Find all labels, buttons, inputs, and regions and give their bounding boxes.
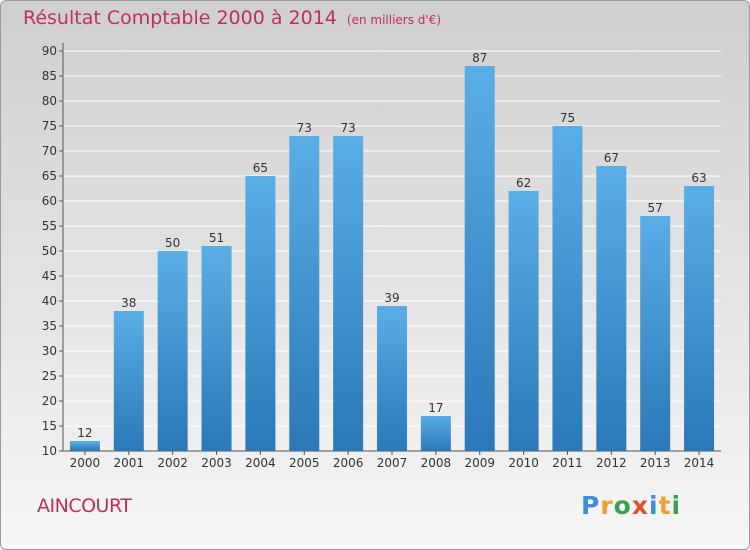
chart-title-main: Résultat Comptable 2000 à 2014 (23, 7, 337, 29)
bar-2007 (377, 306, 407, 451)
xtick-label-2012: 2012 (596, 456, 627, 470)
ytick-label-10: 10 (42, 444, 57, 458)
bar-2014 (684, 186, 715, 451)
logo-letter: t (658, 491, 672, 520)
value-label-2014: 63 (691, 171, 706, 185)
value-label-2000: 12 (77, 426, 92, 440)
xtick-label-2004: 2004 (245, 456, 276, 470)
ytick-label-45: 45 (42, 269, 57, 283)
logo-letter: r (600, 491, 614, 520)
xtick-label-2009: 2009 (464, 456, 495, 470)
value-label-2010: 62 (516, 176, 531, 190)
ytick-label-35: 35 (42, 319, 57, 333)
bar-2013 (640, 216, 671, 451)
ytick-label-55: 55 (42, 219, 57, 233)
value-label-2008: 17 (428, 401, 443, 415)
ytick-label-30: 30 (42, 344, 57, 358)
ytick-label-25: 25 (42, 369, 57, 383)
commune-name: AINCOURT (37, 495, 132, 517)
bar-2008 (420, 416, 451, 451)
value-label-2012: 67 (604, 151, 619, 165)
ytick-label-90: 90 (42, 44, 57, 58)
logo-letter: P (581, 491, 601, 520)
xtick-label-2003: 2003 (201, 456, 232, 470)
value-label-2007: 39 (384, 291, 399, 305)
chart-title-unit: (en milliers d'€) (346, 13, 442, 27)
bar-2004 (245, 176, 276, 451)
ytick-label-40: 40 (42, 294, 57, 308)
ytick-label-70: 70 (42, 144, 57, 158)
xtick-label-2005: 2005 (289, 456, 320, 470)
xtick-label-2002: 2002 (157, 456, 188, 470)
bar-2005 (289, 136, 320, 451)
bar-2000 (69, 441, 100, 451)
value-label-2002: 50 (165, 236, 180, 250)
bar-2006 (333, 136, 364, 451)
bars (69, 66, 715, 451)
logo-letter: x (631, 491, 649, 520)
value-label-2009: 87 (472, 51, 487, 65)
ytick-label-20: 20 (42, 394, 57, 408)
ytick-label-50: 50 (42, 244, 57, 258)
bar-2010 (508, 191, 539, 451)
xtick-label-2008: 2008 (421, 456, 452, 470)
ytick-label-85: 85 (42, 69, 57, 83)
chart-title: Résultat Comptable 2000 à 2014 (en millie… (23, 7, 441, 29)
bar-2009 (464, 66, 495, 451)
xtick-label-2013: 2013 (640, 456, 671, 470)
logo-letter: i (649, 491, 659, 520)
value-label-2001: 38 (121, 296, 136, 310)
value-label-2013: 57 (648, 201, 663, 215)
ytick-label-65: 65 (42, 169, 57, 183)
ytick-label-60: 60 (42, 194, 57, 208)
xtick-label-2011: 2011 (552, 456, 583, 470)
ytick-label-15: 15 (42, 419, 57, 433)
labels: 10 15 20 25 30 35 40 45 50 55 60 65 70 75 80 85 90 12 2000… (42, 44, 715, 470)
value-label-2003: 51 (209, 231, 224, 245)
bar-2011 (552, 126, 583, 451)
logo-letter: o (613, 491, 632, 520)
ytick-label-80: 80 (42, 94, 57, 108)
bar-2003 (201, 246, 232, 451)
bar-2012 (596, 166, 627, 451)
proxiti-logo: Proxiti (581, 491, 681, 520)
value-label-2004: 65 (253, 161, 268, 175)
xtick-label-2000: 2000 (70, 456, 101, 470)
xtick-label-2007: 2007 (377, 456, 408, 470)
value-label-2005: 73 (297, 121, 312, 135)
logo-letter: i (671, 491, 682, 520)
bar-2002 (157, 251, 188, 451)
xtick-label-2006: 2006 (333, 456, 364, 470)
value-label-2011: 75 (560, 111, 575, 125)
xtick-label-2014: 2014 (684, 456, 715, 470)
xtick-label-2001: 2001 (114, 456, 145, 470)
bar-2001 (113, 311, 144, 451)
ytick-label-75: 75 (42, 119, 57, 133)
value-label-2006: 73 (340, 121, 355, 135)
xtick-label-2010: 2010 (508, 456, 539, 470)
